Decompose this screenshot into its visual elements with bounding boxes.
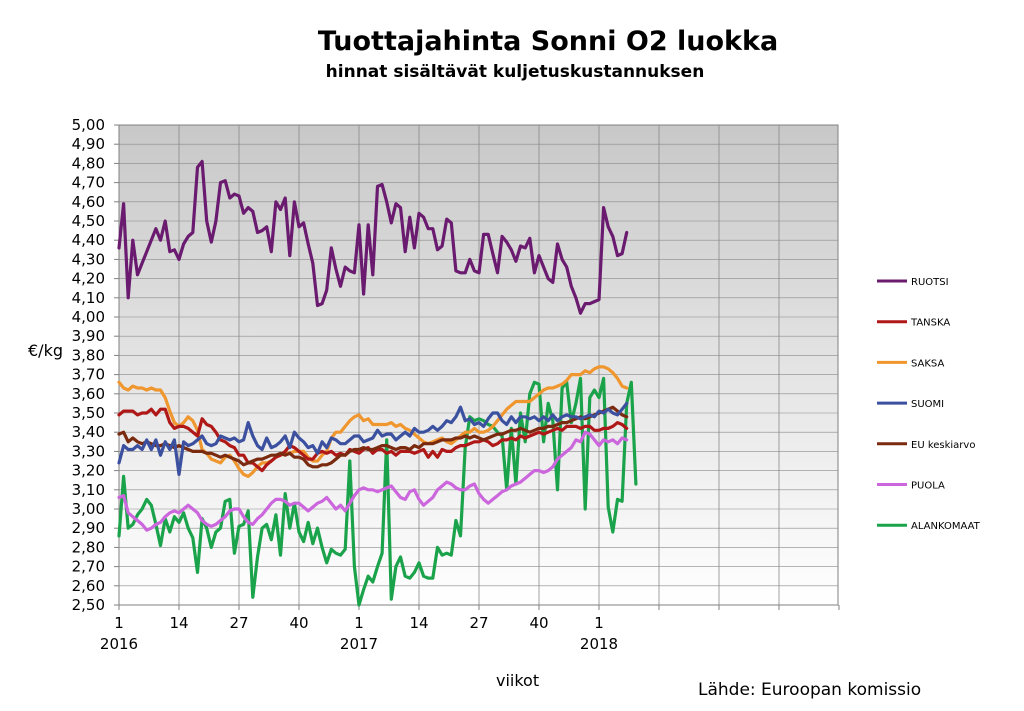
- chart-subtitle: hinnat sisältävät kuljetuskustannuksen: [325, 62, 705, 82]
- series-line-puola: [117, 430, 629, 532]
- x-tick-year-label: 2017: [340, 635, 378, 653]
- x-axis-label: viikot: [496, 671, 539, 690]
- y-tick-label: 3,10: [72, 481, 105, 499]
- y-tick-label: 3,70: [72, 366, 105, 384]
- x-tick-label: 40: [289, 614, 308, 632]
- x-tick-year-label: 2016: [100, 635, 138, 653]
- legend-label-tanska: TANSKA: [910, 318, 950, 329]
- x-tick-label: 1: [594, 614, 604, 632]
- y-tick-label: 3,80: [72, 346, 105, 364]
- y-tick-label: 3,90: [72, 327, 105, 345]
- y-tick-label: 4,20: [72, 270, 105, 288]
- y-tick-label: 3,00: [72, 500, 105, 518]
- x-tick-label: 14: [409, 614, 428, 632]
- series-lines: [117, 159, 638, 607]
- y-tick-label: 4,30: [72, 250, 105, 268]
- series-line-tanska: [117, 407, 629, 473]
- x-tick-label: 40: [529, 614, 548, 632]
- series-line-ruotsi: [117, 159, 629, 315]
- y-tick-label: 3,20: [72, 462, 105, 480]
- chart-title: Tuottajahinta Sonni O2 luokka: [317, 26, 779, 57]
- legend: RUOTSI TANSKA SAKSA SUOMI EU keskiarvo PUOLA A…: [877, 277, 981, 532]
- y-tick-label: 3,40: [72, 423, 105, 441]
- y-tick-label: 4,90: [72, 135, 105, 153]
- x-tick-label: 1: [354, 614, 364, 632]
- y-tick-label: 4,60: [72, 193, 105, 211]
- y-tick-label: 2,60: [72, 577, 105, 595]
- y-tick-label: 5,00: [72, 116, 105, 134]
- legend-label-eu-keskiarvo: EU keskiarvo: [911, 440, 975, 451]
- series-line-eu-keskiarvo: [117, 405, 629, 469]
- y-tick-label: 4,70: [72, 174, 105, 192]
- legend-label-alankomaat: ALANKOMAAT: [911, 521, 981, 532]
- x-tick-label: 27: [229, 614, 248, 632]
- legend-label-puola: PUOLA: [911, 481, 945, 492]
- x-axis-ticks: 1 2016 14 27 40 1 2017 14 27 40 1 2018: [100, 605, 840, 653]
- y-axis-label: €/kg: [28, 341, 63, 360]
- y-tick-label: 4,10: [72, 289, 105, 307]
- y-tick-label: 2,80: [72, 538, 105, 556]
- y-tick-label: 4,00: [72, 308, 105, 326]
- y-tick-label: 2,50: [72, 596, 105, 614]
- y-tick-label: 3,30: [72, 442, 105, 460]
- y-tick-label: 3,50: [72, 404, 105, 422]
- y-axis-ticks: 5,004,904,80 4,704,604,504,404,30 4,204,10…: [72, 116, 119, 614]
- x-tick-label: 27: [469, 614, 488, 632]
- y-tick-label: 4,80: [72, 154, 105, 172]
- source-note: Lähde: Euroopan komissio: [698, 680, 922, 700]
- legend-label-ruotsi: RUOTSI: [911, 277, 949, 288]
- x-tick-label: 1: [114, 614, 124, 632]
- legend-label-saksa: SAKSA: [911, 358, 944, 369]
- legend-label-suomi: SUOMI: [911, 399, 944, 410]
- x-tick-label: 14: [169, 614, 188, 632]
- y-tick-label: 2,90: [72, 519, 105, 537]
- y-tick-label: 2,70: [72, 558, 105, 576]
- y-tick-label: 3,60: [72, 385, 105, 403]
- plot-area: [118, 124, 839, 606]
- gridlines: [119, 125, 838, 605]
- y-tick-label: 4,40: [72, 231, 105, 249]
- y-tick-label: 4,50: [72, 212, 105, 230]
- x-tick-year-label: 2018: [580, 635, 618, 653]
- series-line-suomi: [117, 401, 629, 476]
